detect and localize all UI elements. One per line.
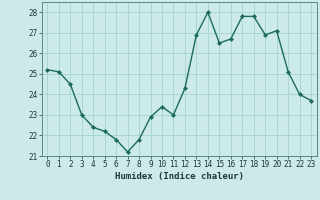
X-axis label: Humidex (Indice chaleur): Humidex (Indice chaleur) <box>115 172 244 181</box>
